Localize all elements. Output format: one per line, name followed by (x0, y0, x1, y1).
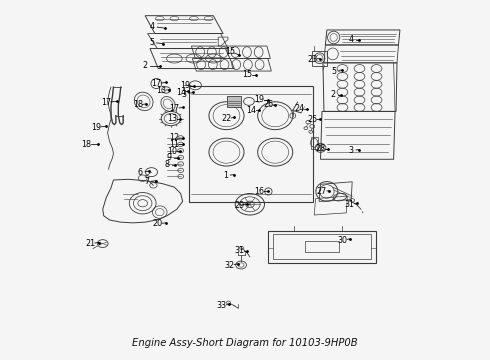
Text: 8: 8 (165, 160, 170, 169)
Text: 27: 27 (317, 187, 327, 196)
Text: 32: 32 (224, 261, 235, 270)
Text: 24: 24 (294, 104, 305, 113)
Text: 25: 25 (307, 116, 318, 125)
FancyBboxPatch shape (227, 96, 241, 107)
Text: 21: 21 (85, 239, 95, 248)
Text: 2: 2 (143, 61, 147, 70)
Text: 1: 1 (223, 171, 228, 180)
Text: 5: 5 (149, 38, 154, 47)
Text: 7: 7 (144, 177, 149, 186)
Text: 16: 16 (255, 187, 265, 196)
Text: 19: 19 (91, 123, 101, 132)
Text: 2: 2 (330, 90, 335, 99)
Text: 29: 29 (234, 201, 245, 210)
Text: 18: 18 (133, 100, 143, 109)
Text: 33: 33 (217, 301, 226, 310)
Text: 17: 17 (169, 104, 179, 113)
Text: 19: 19 (180, 81, 191, 90)
Text: 4: 4 (150, 22, 155, 31)
Text: Engine Assy-Short Diagram for 10103-9HP0B: Engine Assy-Short Diagram for 10103-9HP0… (132, 338, 358, 348)
Text: 30: 30 (338, 235, 347, 244)
Text: 28: 28 (316, 144, 325, 153)
Text: 31: 31 (234, 246, 244, 255)
Text: 12: 12 (169, 133, 179, 142)
Text: 6: 6 (138, 168, 143, 177)
Text: 19: 19 (254, 95, 265, 104)
Text: 20: 20 (152, 219, 162, 228)
Text: 9: 9 (167, 153, 172, 162)
Text: 3: 3 (182, 90, 187, 99)
Text: 18: 18 (82, 140, 92, 149)
Text: 31: 31 (345, 200, 355, 209)
Text: 15: 15 (225, 47, 236, 56)
Text: 10: 10 (167, 147, 177, 156)
Text: 15: 15 (243, 70, 252, 79)
Text: 22: 22 (221, 114, 232, 123)
Text: 13: 13 (156, 86, 166, 95)
Text: 4: 4 (349, 36, 354, 45)
Text: 26: 26 (263, 100, 273, 109)
Text: 5: 5 (332, 67, 337, 76)
Text: 17: 17 (101, 98, 111, 107)
Text: 14: 14 (246, 106, 256, 115)
Text: 13: 13 (167, 114, 177, 123)
Text: 17: 17 (151, 79, 161, 88)
Text: 23: 23 (307, 55, 318, 64)
Text: 3: 3 (349, 146, 354, 155)
Text: 11: 11 (170, 140, 179, 149)
Text: 14: 14 (176, 88, 186, 97)
